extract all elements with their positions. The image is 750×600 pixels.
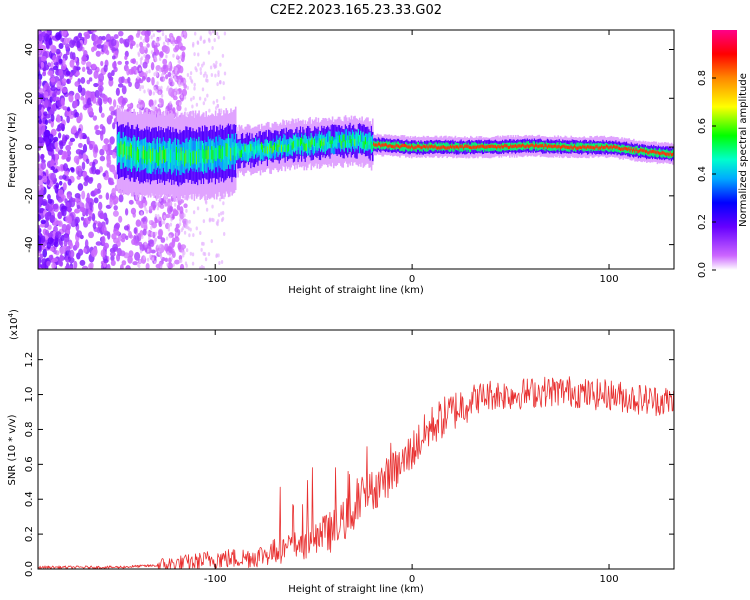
snr-y-tick-label: 0.6 — [24, 456, 35, 472]
snr-x-ticks: -100 0 100 — [204, 330, 619, 585]
snr-panel: -100 0 100 0.0 0.2 0.4 0.6 0.8 1.0 1.2 Height of… — [7, 309, 675, 595]
snr-y-tick-label: 0.4 — [24, 491, 35, 507]
snr-y-tick-label: 0.0 — [24, 561, 35, 577]
spectrogram-x-tick-label: -100 — [204, 274, 227, 285]
colorbar-tick-label: 0.0 — [697, 262, 708, 278]
spectrogram-y-tick-label: 20 — [24, 92, 35, 105]
snr-x-tick-label: -100 — [204, 574, 227, 585]
spectrogram-axes-frame — [37, 29, 675, 270]
snr-axes-frame — [37, 329, 675, 570]
snr-y-tick-label: 1.0 — [24, 387, 35, 403]
spectrogram-panel: -100 0 100 -40 -20 0 20 40 Height of straight … — [7, 29, 675, 296]
spectrogram-x-tick-label: 0 — [409, 274, 415, 285]
colorbar-tick-label: 0.8 — [697, 70, 708, 86]
snr-y-scale-exponent: 4 — [7, 312, 15, 317]
spectrogram-x-ticks: -100 0 100 — [204, 30, 619, 285]
colorbar-gradient — [712, 30, 737, 270]
spectrogram-y-ticks: -40 -20 0 20 40 — [24, 43, 674, 253]
svg-text:(x104): (x104) — [7, 309, 20, 340]
spectrogram-y-tick-label: -20 — [24, 188, 35, 204]
colorbar: 0.0 0.2 0.4 0.6 0.8 Normalized spectral ampl… — [697, 30, 749, 278]
snr-y-ticks: 0.0 0.2 0.4 0.6 0.8 1.0 1.2 — [24, 352, 674, 577]
snr-y-scale-base: (x10 — [9, 317, 20, 340]
snr-y-tick-label: 0.8 — [24, 421, 35, 437]
spectrogram-y-tick-label: -40 — [24, 236, 35, 252]
spectrogram-x-label: Height of straight line (km) — [288, 285, 424, 296]
snr-y-scale-label: (x104) — [7, 309, 20, 340]
spectrogram-x-tick-label: 100 — [599, 274, 618, 285]
figure-title: C2E2.2023.165.23.33.G02 — [270, 3, 442, 18]
spectrogram-y-tick-label: 0 — [24, 144, 35, 150]
snr-series-line — [38, 376, 674, 569]
spectrogram-y-label: Frequency (Hz) — [7, 112, 18, 188]
colorbar-tick-label: 0.2 — [697, 214, 708, 230]
snr-x-tick-label: 0 — [409, 574, 415, 585]
colorbar-label: Normalized spectral amplitude — [738, 73, 749, 227]
colorbar-tick-label: 0.6 — [697, 118, 708, 134]
snr-y-tick-label: 1.2 — [24, 352, 35, 368]
colorbar-ticks: 0.0 0.2 0.4 0.6 0.8 — [697, 70, 716, 278]
snr-y-label: SNR (10 * v/v) — [7, 414, 18, 485]
colorbar-tick-label: 0.4 — [697, 166, 708, 182]
snr-y-tick-label: 0.2 — [24, 526, 35, 542]
spectrogram-y-tick-label: 40 — [24, 43, 35, 56]
spectrogram-heatmap — [38, 30, 674, 269]
snr-x-tick-label: 100 — [599, 574, 618, 585]
snr-x-label: Height of straight line (km) — [288, 584, 424, 595]
